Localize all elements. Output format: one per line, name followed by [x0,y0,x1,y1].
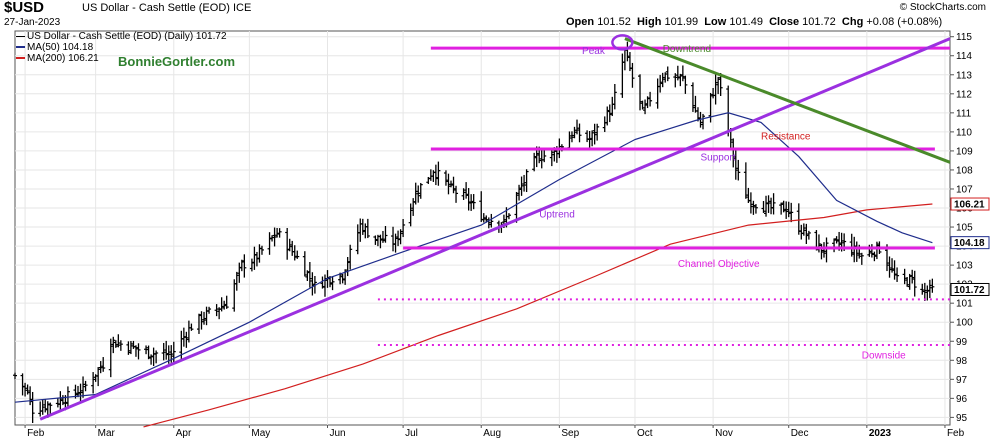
y-tick-label: 114 [956,51,972,62]
y-tick-label: 113 [956,70,972,81]
close-value: 101.72 [802,16,836,28]
x-tick-label: Dec [791,428,809,438]
y-tick-label: 100 [956,318,973,329]
website-credit: © StockCharts.com [899,2,986,13]
price-badge [950,236,990,250]
x-tick-label: Nov [715,428,733,438]
legend-ma50-marker [16,46,25,49]
y-tick-label: 111 [956,108,972,119]
downtrend-line [624,37,951,164]
price-badge [950,282,990,296]
plot-area [14,30,951,426]
y-tick-label: 103 [956,261,973,272]
open-value: 101.52 [597,16,631,28]
peak-circle [611,34,634,51]
y-tick-label: 109 [956,146,973,157]
annotation-label: Downtrend [663,44,711,55]
y-tick-label: 108 [956,165,973,176]
uptrend-line [39,37,951,421]
high-label: High [636,16,662,28]
annotation-label: Downside [862,350,906,361]
y-tick-label: 110 [956,127,972,138]
ma50-line [14,112,933,403]
ohlc-summary: Open 101.52 High 101.99 Low 101.49 Close… [566,16,942,28]
x-tick-label: Aug [483,428,501,438]
legend-ma50: MA(50) 104.18 [16,42,93,53]
annotation-label: Peak [582,46,606,57]
chg-label: Chg [841,16,864,28]
price-badge-label: 106.21 [954,200,985,211]
high-value: 101.99 [664,16,699,28]
annotation-label: Channel Objective [678,259,760,270]
ma200-line [143,203,933,428]
y-tick-label: 98 [956,356,968,367]
x-tick-label: 2023 [869,428,892,438]
x-tick-label: Oct [637,428,653,438]
y-tick-label: 97 [956,375,968,386]
y-tick-label: 107 [956,184,973,195]
x-tick-label: Feb [27,428,45,438]
chart-date: 27-Jan-2023 [4,17,61,28]
y-tick-label: 101 [956,299,973,310]
brand-watermark: BonnieGortler.com [118,54,236,69]
annotation-label: Resistance [761,131,811,142]
x-tick-label: Jul [405,428,418,438]
y-tick-label: 112 [956,89,972,100]
x-tick-label: Sep [561,428,579,438]
price-badge [950,197,990,211]
y-tick-label: 95 [956,413,968,424]
y-tick-label: 99 [956,337,968,348]
y-tick-label: 96 [956,394,968,405]
x-tick-label: May [251,428,270,438]
legend-main-text: US Dollar - Cash Settle (EOD) (Daily) 10… [27,31,227,42]
y-tick-label: 115 [956,32,972,43]
legend-ma200-marker [16,57,25,60]
open-label: Open [566,16,595,28]
legend-ma50-text: MA(50) 104.18 [27,42,94,53]
y-tick-label: 105 [956,223,973,234]
x-tick-label: Apr [176,428,192,438]
annotation-label: Uptrend [539,210,575,221]
price-badge-label: 101.72 [954,285,985,296]
x-tick-label: Mar [98,428,116,438]
chart-header: $USD US Dollar - Cash Settle (EOD) ICE 2… [0,0,990,30]
symbol: $USD [4,0,45,16]
instrument-name: US Dollar - Cash Settle (EOD) ICE [82,2,252,14]
legend-ma200: MA(200) 106.21 [16,53,99,64]
x-tick-label: Jun [330,428,346,438]
x-tick-label: Feb [947,428,965,438]
chg-value: +0.08 (+0.08%) [866,16,943,28]
low-label: Low [704,16,727,28]
price-badge-label: 104.18 [954,238,985,249]
low-value: 101.49 [729,16,763,28]
legend-main: US Dollar - Cash Settle (EOD) (Daily) 10… [16,31,227,42]
legend-ma200-text: MA(200) 106.21 [27,53,99,64]
annotation-label: Support [700,152,735,163]
close-label: Close [769,16,800,28]
legend-main-marker [16,35,25,37]
